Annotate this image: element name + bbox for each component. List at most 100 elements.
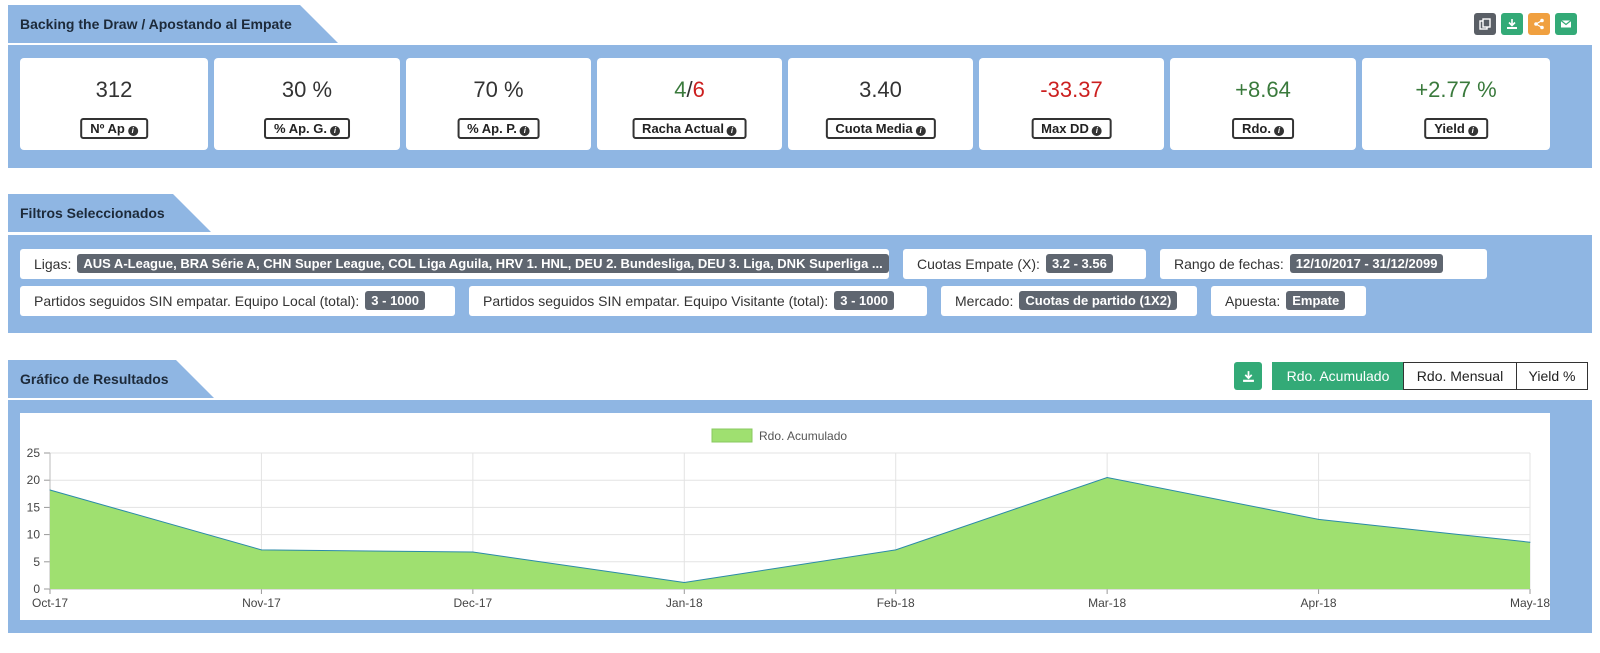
x-tick-label: Jan-18	[666, 596, 703, 610]
data-point	[895, 549, 897, 551]
series-line	[49, 476, 1531, 583]
copy-icon[interactable]	[1474, 13, 1496, 35]
data-point	[49, 489, 51, 491]
stat-value: +8.64	[1235, 77, 1291, 102]
stat-card-racha: 4/6 Racha Actual i	[597, 58, 782, 150]
info-icon: i	[1091, 126, 1102, 136]
filter-rango-fechas: Rango de fechas: 12/10/2017 - 31/12/2099	[1160, 249, 1487, 279]
filter-label: Apuesta:	[1225, 293, 1281, 309]
stat-card-yield: +2.77 % Yield i	[1362, 58, 1550, 150]
stats-panel: 312 Nº Ap i 30 % % Ap. G. i 70 % % Ap. P. i…	[8, 45, 1592, 168]
y-tick-label: 15	[27, 500, 41, 514]
stat-value: 312	[95, 77, 133, 102]
stat-value: -33.37	[1040, 77, 1103, 102]
y-tick-label: 25	[27, 446, 41, 460]
share-icon[interactable]	[1528, 13, 1550, 35]
x-tick-label: Apr-18	[1301, 596, 1337, 610]
filters-panel: Ligas: AUS A-League, BRA Série A, CHN Sup…	[8, 235, 1592, 333]
filter-value: 3 - 1000	[365, 291, 425, 310]
stat-card-ap-p: 70 % % Ap. P. i	[406, 58, 591, 150]
results-tab: Gráfico de Resultados	[8, 360, 214, 398]
chart-download-icon[interactable]	[1234, 362, 1262, 390]
racha-win: 4	[674, 77, 687, 102]
info-icon: i	[127, 126, 138, 136]
data-point	[1106, 476, 1108, 478]
filter-value: 12/10/2017 - 31/12/2099	[1289, 254, 1444, 273]
filter-value: 3 - 1000	[834, 291, 894, 310]
stat-label[interactable]: % Ap. P. i	[457, 118, 540, 139]
results-chart: 0 5 10 15 20 25 Oct-17 Nov-17 Dec-17 Jan-18 Feb-18…	[27, 428, 1550, 610]
y-tick-label: 0	[33, 582, 40, 596]
data-point	[1529, 541, 1531, 543]
filter-label: Cuotas Empate (X):	[917, 256, 1040, 272]
y-tick-label: 10	[27, 528, 41, 542]
stat-card-num-ap: 312 Nº Ap i	[20, 58, 208, 150]
x-tick-label: Dec-17	[454, 596, 493, 610]
stat-label[interactable]: Rdo. i	[1232, 118, 1294, 139]
stat-label-text: Rdo.	[1242, 121, 1271, 136]
data-point	[472, 551, 474, 553]
y-tick-label: 5	[33, 555, 40, 569]
legend-swatch	[711, 428, 753, 443]
filter-ligas: Ligas: AUS A-League, BRA Série A, CHN Sup…	[20, 249, 889, 279]
download-icon[interactable]	[1501, 13, 1523, 35]
filter-value: AUS A-League, BRA Série A, CHN Super Lea…	[77, 254, 889, 273]
stat-label-text: Cuota Media	[835, 121, 913, 136]
stat-label-text: Racha Actual	[642, 121, 724, 136]
filter-label: Rango de fechas:	[1174, 256, 1284, 272]
racha-loss: 6	[692, 77, 705, 102]
stat-label-text: % Ap. P.	[467, 121, 517, 136]
stat-label-text: Nº Ap	[90, 121, 125, 136]
area-fill	[50, 477, 1530, 589]
x-tick-label: Oct-17	[32, 596, 68, 610]
legend-label: Rdo. Acumulado	[759, 429, 847, 443]
stat-value: 70 %	[473, 77, 524, 102]
filter-value: Cuotas de partido (1X2)	[1019, 291, 1178, 310]
rdo-mensual-button[interactable]: Rdo. Mensual	[1403, 362, 1516, 390]
stat-label-text: % Ap. G.	[274, 121, 327, 136]
page-title: Backing the Draw / Apostando al Empate	[20, 16, 292, 32]
x-tick-label: Feb-18	[877, 596, 915, 610]
stat-label[interactable]: % Ap. G. i	[264, 118, 350, 139]
filter-label: Mercado:	[955, 293, 1014, 309]
header-actions	[1474, 13, 1577, 35]
stat-value: 4/6	[597, 77, 782, 103]
data-point	[1318, 518, 1320, 520]
yield-button[interactable]: Yield %	[1516, 362, 1588, 390]
y-tick-label: 20	[27, 473, 41, 487]
info-icon: i	[519, 126, 530, 136]
stat-value: 30 %	[281, 77, 333, 102]
info-icon: i	[1467, 126, 1478, 136]
filter-cuotas-empate: Cuotas Empate (X): 3.2 - 3.56	[903, 249, 1146, 279]
email-icon[interactable]	[1555, 13, 1577, 35]
filter-visitante: Partidos seguidos SIN empatar. Equipo Vi…	[469, 286, 927, 316]
data-point	[683, 581, 685, 583]
stat-label[interactable]: Cuota Media i	[825, 118, 936, 139]
filters-title: Filtros Seleccionados	[20, 205, 165, 221]
info-icon: i	[726, 126, 737, 136]
stat-label[interactable]: Nº Ap i	[80, 118, 148, 139]
filter-apuesta: Apuesta: Empate	[1211, 286, 1366, 316]
racha-sep: /	[686, 77, 693, 102]
stat-card-max-dd: -33.37 Max DD i	[979, 58, 1164, 150]
rdo-acumulado-button[interactable]: Rdo. Acumulado	[1272, 362, 1404, 390]
chart-container: 0 5 10 15 20 25 Oct-17 Nov-17 Dec-17 Jan-18 Feb-18…	[20, 413, 1550, 620]
stat-label[interactable]: Max DD i	[1031, 118, 1112, 139]
info-icon: i	[329, 126, 340, 136]
stat-value: 3.40	[859, 77, 902, 102]
filter-mercado: Mercado: Cuotas de partido (1X2)	[941, 286, 1197, 316]
stat-label[interactable]: Racha Actual i	[632, 118, 747, 139]
stat-label-text: Yield	[1434, 121, 1465, 136]
info-icon: i	[915, 126, 926, 136]
filter-label: Partidos seguidos SIN empatar. Equipo Vi…	[483, 293, 829, 309]
stat-label-text: Max DD	[1041, 121, 1089, 136]
filter-label: Ligas:	[34, 256, 72, 272]
filter-local: Partidos seguidos SIN empatar. Equipo Lo…	[20, 286, 455, 316]
stat-card-rdo: +8.64 Rdo. i	[1170, 58, 1356, 150]
x-tick-label: Mar-18	[1088, 596, 1126, 610]
x-tick-label: Nov-17	[242, 596, 281, 610]
stat-card-ap-g: 30 % % Ap. G. i	[214, 58, 400, 150]
data-point	[260, 549, 262, 551]
stat-label[interactable]: Yield i	[1424, 118, 1488, 139]
filters-tab: Filtros Seleccionados	[8, 194, 211, 232]
